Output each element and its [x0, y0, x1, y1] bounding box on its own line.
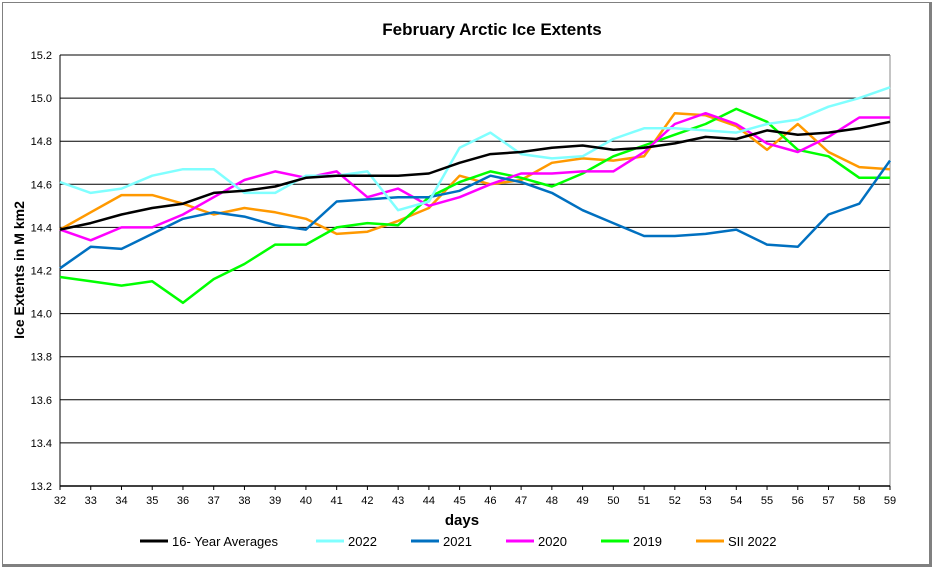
- x-tick-label: 59: [884, 495, 896, 507]
- x-tick-label: 45: [454, 495, 466, 507]
- legend-label: 2019: [633, 534, 662, 549]
- legend-label: 2020: [538, 534, 567, 549]
- x-tick-label: 38: [238, 495, 250, 507]
- chart-frame: [2, 2, 932, 567]
- x-tick-label: 50: [607, 495, 619, 507]
- x-tick-label: 53: [699, 495, 711, 507]
- x-tick-label: 58: [853, 495, 865, 507]
- x-tick-label: 52: [669, 495, 681, 507]
- y-tick-label: 15.0: [31, 93, 52, 105]
- x-axis-label: days: [445, 512, 479, 529]
- x-tick-label: 55: [761, 495, 773, 507]
- y-tick-label: 13.4: [31, 438, 52, 450]
- legend-label: 16- Year Averages: [172, 534, 279, 549]
- y-tick-label: 13.2: [31, 481, 52, 493]
- x-tick-label: 54: [730, 495, 742, 507]
- x-tick-label: 33: [85, 495, 97, 507]
- y-tick-label: 14.6: [31, 179, 52, 191]
- x-tick-label: 39: [269, 495, 281, 507]
- x-tick-label: 36: [177, 495, 189, 507]
- y-tick-label: 14.8: [31, 136, 52, 148]
- x-tick-label: 56: [792, 495, 804, 507]
- chart-title: February Arctic Ice Extents: [382, 20, 602, 39]
- y-tick-label: 14.0: [31, 309, 52, 321]
- series-line-16-year-averages: [59, 120, 891, 231]
- y-tick-label: 15.2: [31, 50, 52, 62]
- x-tick-label: 42: [361, 495, 373, 507]
- x-tick-label: 41: [331, 495, 343, 507]
- x-tick-label: 43: [392, 495, 404, 507]
- series-line-2021: [59, 159, 892, 270]
- x-tick-label: 51: [638, 495, 650, 507]
- x-tick-label: 49: [576, 495, 588, 507]
- x-tick-label: 47: [515, 495, 527, 507]
- y-tick-label: 14.4: [31, 222, 52, 234]
- legend-label: 2021: [443, 534, 472, 549]
- legend-label: 2022: [348, 534, 377, 549]
- x-tick-label: 40: [300, 495, 312, 507]
- y-tick-label: 13.8: [31, 352, 52, 364]
- x-tick-label: 44: [423, 495, 435, 507]
- series-line-2019: [59, 107, 890, 305]
- y-axis-label: Ice Extents in M km2: [11, 201, 27, 339]
- x-tick-label: 46: [484, 495, 496, 507]
- x-tick-label: 37: [208, 495, 220, 507]
- x-tick-label: 57: [822, 495, 834, 507]
- x-tick-label: 35: [146, 495, 158, 507]
- series-line-2022: [59, 86, 891, 212]
- x-tick-label: 48: [546, 495, 558, 507]
- y-tick-label: 13.6: [31, 395, 52, 407]
- legend-label: SII 2022: [728, 534, 776, 549]
- y-tick-label: 14.2: [31, 266, 52, 278]
- x-tick-label: 34: [115, 495, 127, 507]
- x-tick-label: 32: [54, 495, 66, 507]
- series-line-sii-2022: [59, 111, 891, 236]
